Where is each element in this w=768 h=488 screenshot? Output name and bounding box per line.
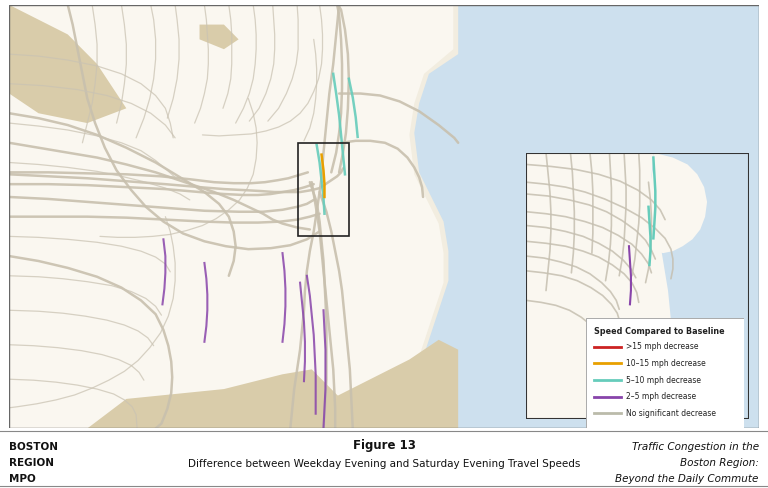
Text: No significant decrease: No significant decrease (626, 409, 716, 418)
Text: N: N (702, 337, 710, 347)
Polygon shape (648, 153, 707, 253)
Polygon shape (88, 369, 341, 428)
Bar (647, 371, 663, 377)
Text: REGION: REGION (9, 458, 55, 468)
Text: BOSTON: BOSTON (9, 442, 58, 451)
Polygon shape (322, 340, 458, 428)
Text: Difference between Weekday Evening and Saturday Evening Travel Speeds: Difference between Weekday Evening and S… (188, 459, 580, 469)
Bar (298, 143, 349, 236)
Text: 2: 2 (629, 364, 633, 369)
Text: 5–10 mph decrease: 5–10 mph decrease (626, 375, 700, 385)
Text: 0: 0 (597, 364, 601, 369)
Text: MPO: MPO (9, 474, 36, 484)
Text: 4 Miles: 4 Miles (652, 364, 674, 369)
Bar (614, 371, 631, 377)
Polygon shape (200, 24, 239, 49)
Text: 2–5 mph decrease: 2–5 mph decrease (626, 392, 696, 401)
Text: Boston Region:: Boston Region: (680, 458, 759, 468)
Text: Traffic Congestion in the: Traffic Congestion in the (631, 442, 759, 451)
Polygon shape (527, 153, 671, 419)
Polygon shape (9, 5, 126, 123)
Bar (598, 371, 614, 377)
Text: >15 mph decrease: >15 mph decrease (626, 342, 698, 351)
Polygon shape (9, 5, 453, 428)
Polygon shape (9, 5, 458, 428)
Text: Figure 13: Figure 13 (353, 439, 415, 452)
Text: Speed Compared to Baseline: Speed Compared to Baseline (594, 326, 725, 336)
Text: Beyond the Daily Commute: Beyond the Daily Commute (615, 474, 759, 484)
Text: 10–15 mph decrease: 10–15 mph decrease (626, 359, 706, 368)
Bar (631, 371, 647, 377)
